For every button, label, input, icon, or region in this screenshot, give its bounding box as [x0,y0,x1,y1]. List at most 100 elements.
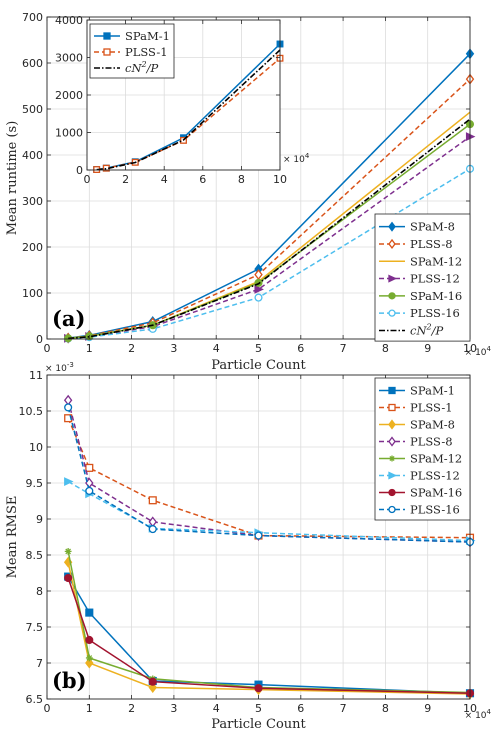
x-tick-label: 5 [255,702,262,715]
legend-label: PLSS-8 [410,237,453,251]
legend-label: PLSS-1 [125,45,168,59]
legend-label: cN2/P [125,60,158,75]
legend-marker [388,309,396,317]
legend-label: SPaM-12 [410,452,462,466]
axis-exponent: × 104 [465,345,491,358]
y-tick-label: 300 [22,195,43,208]
y-tick-label: 7 [36,657,43,670]
legend-marker [388,221,396,232]
legend-label: PLSS-16 [410,306,460,320]
y-tick-label: 9.5 [26,477,44,490]
series-line [68,135,471,340]
y-tick-label: 4000 [55,14,83,27]
x-tick-label: 0 [44,702,51,715]
data-point [64,548,72,555]
legend: SPaM-1 PLSS-1 SPaM-8 PLSS-8 SPaM-12 PLSS-12 SP… [374,377,471,521]
x-tick-label: 8 [382,342,389,355]
data-point [85,608,94,617]
x-tick-label: 4 [213,342,220,355]
series-line [96,49,281,171]
x-tick-label: 1 [86,702,93,715]
y-tick-label: 2000 [55,89,83,102]
x-tick-label: 8 [238,173,245,186]
x-tick-label: 7 [340,342,347,355]
data-point [64,477,74,486]
data-point [254,284,264,294]
y-tick-label: 100 [22,287,43,300]
y-tick-label: 10.5 [19,405,44,418]
legend-label: PLSS-16 [410,503,460,517]
data-point [85,654,93,662]
data-point [64,573,73,583]
y-tick-label: 6.5 [26,693,44,706]
y-tick-label: 9 [36,513,43,526]
legend-box [374,377,471,521]
legend-marker [388,505,396,514]
legend-marker [388,403,396,412]
x-tick-label: 5 [255,342,262,355]
legend-label: PLSS-12 [410,272,460,286]
data-point [85,463,94,472]
x-tick-label: 4 [161,173,168,186]
x-tick-label: 9 [424,702,431,715]
panel-label: (a) [52,306,85,331]
y-tick-label: 8.5 [26,549,44,562]
legend-label: SPaM-12 [410,254,462,268]
y-tick-label: 1000 [55,127,83,140]
y-axis-label: Mean runtime (s) [5,121,20,236]
x-tick-label: 1 [86,342,93,355]
axis-exponent: × 104 [465,708,491,721]
data-point [64,403,73,412]
legend-label: SPaM-16 [410,486,462,500]
legend-marker [388,471,398,480]
x-tick-label: 0 [84,173,91,186]
y-tick-label: 500 [22,103,43,116]
axis-exponent: × 104 [283,152,310,165]
legend-label: cN2/P [410,322,443,337]
data-point [254,531,263,540]
data-point [85,635,94,645]
x-tick-label: 10 [273,173,287,186]
legend-label: SPaM-8 [410,418,455,432]
legend-marker [388,292,396,300]
data-point [148,525,157,534]
y-tick-label: 3000 [55,52,83,65]
y-tick-label: 700 [22,11,43,24]
legend-marker [388,238,396,250]
legend-marker [389,455,395,462]
y-tick-label: 0 [36,333,43,346]
legend-marker [388,419,396,430]
y-tick-label: 11 [29,369,43,382]
series-line [68,118,471,340]
x-axis-label: Particle Count [211,717,306,732]
x-tick-label: 3 [170,702,177,715]
x-tick-label: 9 [424,342,431,355]
y-tick-label: 0 [76,164,83,177]
legend-marker [388,488,396,497]
series-line [68,78,471,339]
x-tick-label: 6 [199,173,206,186]
x-tick-label: 3 [170,342,177,355]
legend-marker [103,32,111,40]
y-tick-label: 10 [29,441,43,454]
x-tick-label: 7 [340,702,347,715]
legend-label: PLSS-8 [410,435,453,449]
x-tick-label: 2 [128,342,135,355]
legend-label: SPaM-16 [410,289,462,303]
x-tick-label: 4 [213,702,220,715]
axis-exponent: × 10-3 [45,361,74,374]
data-point [148,496,157,505]
x-tick-label: 6 [297,342,304,355]
data-point [148,677,157,686]
legend: SPaM-8 PLSS-8 SPaM-12 PLSS-12 SPaM-16 PLSS-16… [374,213,471,342]
y-axis-label: Mean RMSE [5,496,20,579]
legend-label: SPaM-8 [410,220,455,234]
x-axis-label: Particle Count [211,358,306,373]
legend-label: SPaM-1 [410,384,455,398]
legend-label: PLSS-12 [410,469,460,483]
legend-marker [103,48,111,56]
series-line [67,417,471,539]
data-point [254,293,263,302]
